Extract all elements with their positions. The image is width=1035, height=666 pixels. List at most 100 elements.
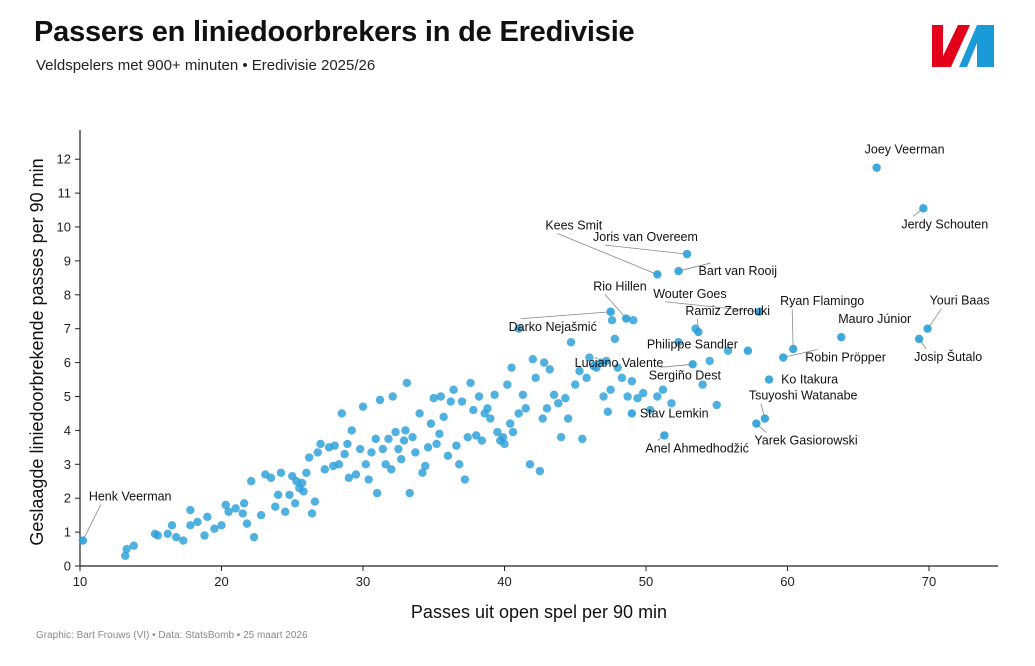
labeled-data-point <box>764 375 774 384</box>
data-point <box>397 455 406 464</box>
data-point <box>266 473 276 483</box>
data-point <box>578 434 587 444</box>
data-point <box>723 346 733 355</box>
data-point <box>299 487 308 496</box>
x-tick-label: 40 <box>497 574 511 589</box>
data-point <box>347 426 356 435</box>
data-point <box>602 356 611 366</box>
data-point <box>432 439 441 449</box>
data-point <box>439 412 448 422</box>
x-tick-label: 60 <box>780 574 794 589</box>
data-point <box>528 355 537 364</box>
data-point <box>210 524 219 533</box>
data-point <box>571 380 580 389</box>
data-point <box>297 478 307 488</box>
label-connector <box>783 349 818 358</box>
y-tick-label: 2 <box>64 491 71 506</box>
data-point <box>674 338 683 347</box>
data-point <box>285 490 294 500</box>
point-labels: Joey Veerman Jerdy Schouten Joris van Over… <box>89 143 990 504</box>
y-tick-label: 5 <box>64 389 71 404</box>
labeled-data-point <box>755 307 764 316</box>
data-point <box>401 426 410 435</box>
point-label: Kees Smit <box>545 218 602 232</box>
data-point <box>490 390 499 400</box>
point-label: Tsuyoshi Watanabe <box>749 389 858 403</box>
labeled-data-point <box>653 270 662 279</box>
data-point <box>355 444 365 454</box>
data-point <box>256 510 266 520</box>
point-label: Anel Ahmedhodžić <box>645 441 749 455</box>
data-point <box>518 390 528 400</box>
point-label: Youri Baas <box>930 294 990 308</box>
data-point <box>463 432 472 442</box>
point-label: Jerdy Schouten <box>901 217 988 231</box>
data-point <box>276 468 286 477</box>
data-point <box>539 358 549 367</box>
point-label: Ko Itakura <box>781 373 838 387</box>
data-point <box>384 434 393 444</box>
data-point <box>638 388 648 398</box>
data-point <box>446 397 455 406</box>
data-point <box>238 509 247 518</box>
data-point <box>421 461 430 471</box>
y-axis-label: Geslaagde liniedoorbrekende passes per 9… <box>27 158 47 545</box>
data-point <box>563 414 573 423</box>
data-point <box>344 473 354 483</box>
data-point <box>607 316 617 325</box>
data-point <box>330 441 339 450</box>
point-label: Josip Šutalo <box>914 349 982 364</box>
data-point <box>582 373 591 383</box>
data-point <box>381 460 390 469</box>
data-point <box>585 353 594 362</box>
data-point <box>372 488 382 498</box>
data-point <box>508 427 518 437</box>
data-point <box>503 380 512 389</box>
point-label: Sergiño Dest <box>649 368 722 382</box>
data-point <box>426 419 436 428</box>
data-point <box>603 407 612 416</box>
y-tick-label: 4 <box>64 423 71 438</box>
labeled-data-point <box>760 414 770 423</box>
data-point <box>122 544 131 554</box>
data-point <box>514 324 523 333</box>
data-point <box>290 499 300 508</box>
data-point <box>474 392 484 401</box>
data-point <box>633 393 642 403</box>
data-point <box>375 395 385 405</box>
data-point <box>469 405 478 415</box>
data-point <box>443 451 453 461</box>
data-point <box>514 409 523 418</box>
point-label: Robin Pröpper <box>805 351 886 365</box>
data-point <box>646 405 655 415</box>
data-point <box>525 460 535 469</box>
data-point <box>566 338 576 347</box>
data-point <box>538 414 547 423</box>
point-label: Ramiz Zerrouki <box>685 304 770 318</box>
x-tick-label: 50 <box>639 574 653 589</box>
data-point <box>249 532 259 542</box>
data-point <box>554 399 563 408</box>
labeled-data-point <box>589 361 598 371</box>
data-point <box>343 439 352 449</box>
point-label: Rio Hillen <box>593 280 647 294</box>
data-point <box>402 378 412 388</box>
data-point <box>231 504 240 513</box>
data-point <box>623 392 632 401</box>
data-point <box>429 393 438 403</box>
data-point <box>617 373 627 383</box>
data-point <box>452 441 461 450</box>
point-label: Henk Veerman <box>89 490 172 504</box>
data-point <box>542 404 552 413</box>
data-point <box>455 460 464 469</box>
data-point <box>629 316 638 325</box>
data-point <box>698 380 707 389</box>
vi-logo-icon <box>932 25 994 67</box>
labeled-data-point <box>621 314 631 323</box>
data-point <box>545 365 554 374</box>
data-point <box>186 505 195 515</box>
data-point <box>313 448 322 457</box>
data-point <box>361 460 371 469</box>
label-connector <box>665 301 760 313</box>
data-point <box>705 356 714 366</box>
